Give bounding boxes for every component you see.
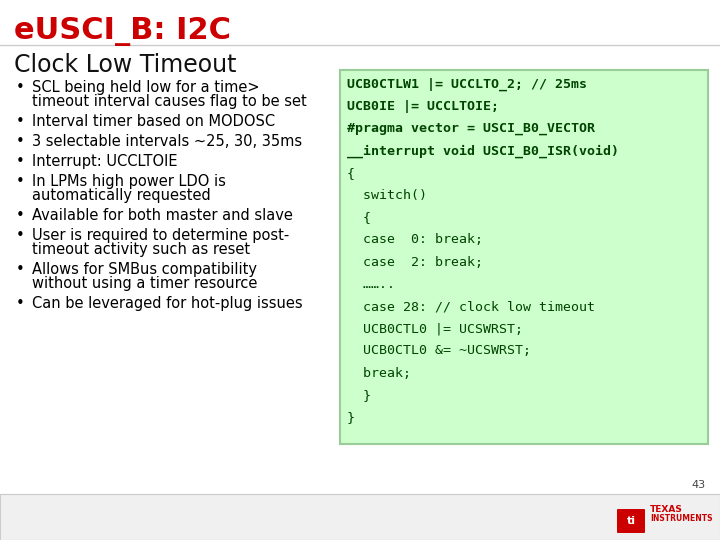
FancyBboxPatch shape <box>340 70 708 444</box>
Text: INSTRUMENTS: INSTRUMENTS <box>650 514 713 523</box>
Text: 43: 43 <box>692 480 706 490</box>
Text: case  2: break;: case 2: break; <box>347 255 483 268</box>
Text: •: • <box>16 154 24 169</box>
Text: UCB0CTL0 |= UCSWRST;: UCB0CTL0 |= UCSWRST; <box>347 322 523 335</box>
Text: case 28: // clock low timeout: case 28: // clock low timeout <box>347 300 595 313</box>
Text: eUSCI_B: I2C: eUSCI_B: I2C <box>14 17 231 46</box>
Text: SCL being held low for a time>: SCL being held low for a time> <box>32 80 260 95</box>
Text: timeout activity such as reset: timeout activity such as reset <box>32 242 250 257</box>
Text: case  0: break;: case 0: break; <box>347 233 483 246</box>
Text: UCB0IE |= UCCLTOIE;: UCB0IE |= UCCLTOIE; <box>347 100 499 113</box>
Text: UCB0CTL0 &= ~UCSWRST;: UCB0CTL0 &= ~UCSWRST; <box>347 345 531 357</box>
Text: Can be leveraged for hot-plug issues: Can be leveraged for hot-plug issues <box>32 296 302 311</box>
Text: timeout interval causes flag to be set: timeout interval causes flag to be set <box>32 94 307 109</box>
Text: #pragma vector = USCI_B0_VECTOR: #pragma vector = USCI_B0_VECTOR <box>347 123 595 136</box>
Text: •: • <box>16 296 24 311</box>
Text: {: { <box>347 211 371 224</box>
Text: automatically requested: automatically requested <box>32 188 211 203</box>
Text: Interrupt: UCCLTOIE: Interrupt: UCCLTOIE <box>32 154 178 169</box>
Text: TEXAS: TEXAS <box>650 505 683 514</box>
Text: •: • <box>16 208 24 223</box>
Text: •: • <box>16 262 24 277</box>
Text: __interrupt void USCI_B0_ISR(void): __interrupt void USCI_B0_ISR(void) <box>347 145 619 158</box>
Text: •: • <box>16 114 24 129</box>
Text: ……..: …….. <box>347 278 395 291</box>
Text: Interval timer based on MODOSC: Interval timer based on MODOSC <box>32 114 275 129</box>
Text: •: • <box>16 80 24 95</box>
FancyBboxPatch shape <box>617 509 645 533</box>
Text: •: • <box>16 134 24 149</box>
Text: break;: break; <box>347 367 411 380</box>
Text: }: } <box>347 411 355 424</box>
Text: Allows for SMBus compatibility: Allows for SMBus compatibility <box>32 262 257 277</box>
Text: In LPMs high power LDO is: In LPMs high power LDO is <box>32 174 226 189</box>
Text: UCB0CTLW1 |= UCCLTO_2; // 25ms: UCB0CTLW1 |= UCCLTO_2; // 25ms <box>347 78 587 91</box>
Text: User is required to determine post-: User is required to determine post- <box>32 228 289 243</box>
Text: without using a timer resource: without using a timer resource <box>32 276 257 291</box>
Text: 3 selectable intervals ~25, 30, 35ms: 3 selectable intervals ~25, 30, 35ms <box>32 134 302 149</box>
Text: }: } <box>347 389 371 402</box>
Text: •: • <box>16 174 24 189</box>
Text: Available for both master and slave: Available for both master and slave <box>32 208 293 223</box>
Text: •: • <box>16 228 24 243</box>
Text: Clock Low Timeout: Clock Low Timeout <box>14 53 236 77</box>
Bar <box>0 494 720 540</box>
Text: {: { <box>347 167 355 180</box>
Text: ti: ti <box>626 516 636 526</box>
Text: switch(): switch() <box>347 189 427 202</box>
